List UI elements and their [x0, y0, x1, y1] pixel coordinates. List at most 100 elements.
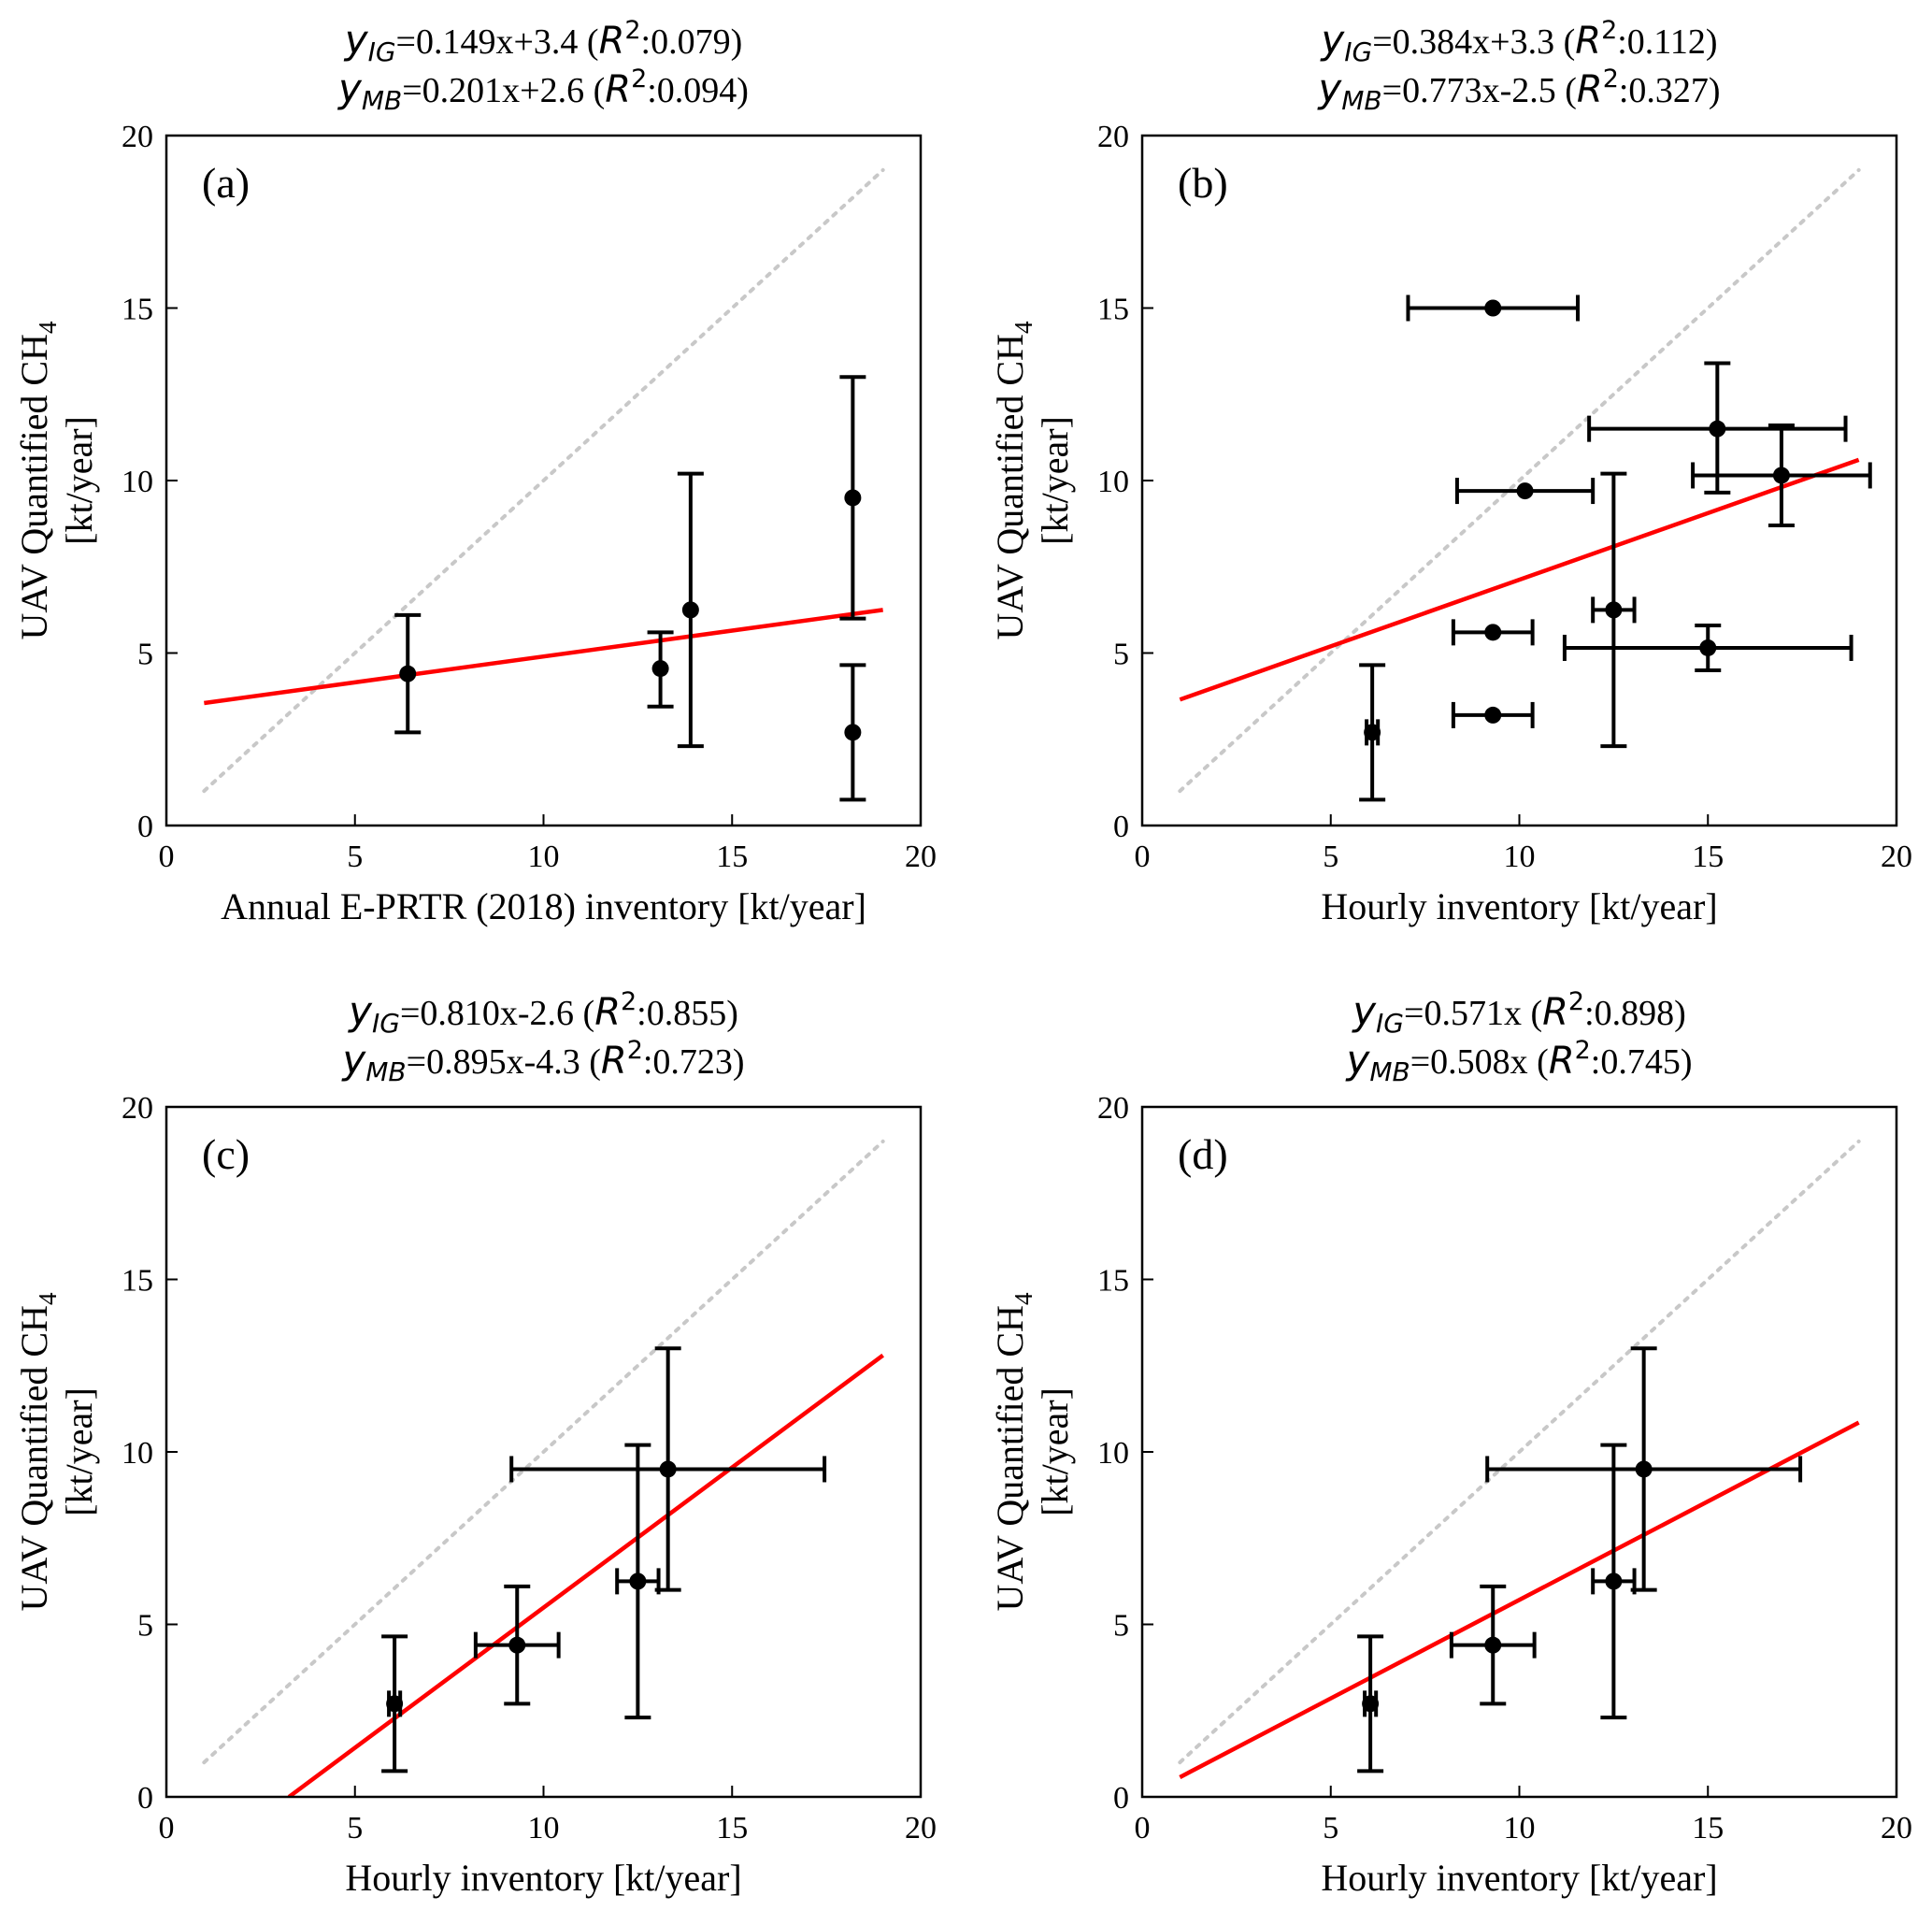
- y-axis-label: UAV Quantified CH4: [13, 1292, 62, 1611]
- y-axis-unit: [kt/year]: [58, 1387, 100, 1516]
- y-axis-label: UAV Quantified CH4: [989, 1292, 1038, 1611]
- data-point: [1699, 639, 1717, 656]
- chart-panel-d: 0 5 10 15 20 0 5 10 15 20 (d) Hourly inventory [kt/…: [989, 987, 1912, 1899]
- identity-line: [202, 167, 885, 794]
- x-tick-label: 0: [1135, 840, 1151, 874]
- data-point: [399, 665, 417, 682]
- y-tick-label: 0: [137, 1781, 153, 1816]
- data-point-group: [1587, 361, 1848, 495]
- data-point-group: [1451, 619, 1535, 646]
- equation-text: =0.773x-2.5 (: [1382, 71, 1577, 110]
- y-tick-label: 10: [1097, 1436, 1129, 1471]
- data-point-group: [1359, 663, 1386, 802]
- fit-line: [1179, 1420, 1860, 1779]
- equation-r2-value: :0.723): [643, 1042, 745, 1082]
- y-tick-label: 0: [137, 810, 153, 844]
- equation-superscript: 2: [627, 1036, 643, 1065]
- data-point: [1362, 1695, 1380, 1713]
- fit-line: [287, 1353, 884, 1797]
- equation-y: y: [1351, 988, 1377, 1034]
- equation-superscript: 2: [1568, 987, 1584, 1016]
- data-point: [1635, 1460, 1653, 1478]
- equation-text: =0.895x-4.3 (: [407, 1042, 601, 1082]
- y-axis-label: UAV Quantified CH4: [989, 321, 1038, 639]
- data-point: [1605, 601, 1623, 619]
- regression-equation: yMB=0.508x (R2:0.745): [1344, 1036, 1692, 1087]
- x-tick-label: 20: [905, 1811, 937, 1845]
- data-point-group: [839, 375, 866, 621]
- y-tick-label: 10: [122, 1436, 153, 1471]
- y-tick-label: 15: [1097, 1264, 1129, 1299]
- data-point-group: [677, 471, 704, 749]
- panel-label: (a): [202, 159, 250, 207]
- data-point: [629, 1573, 647, 1590]
- y-tick-label: 20: [1097, 1091, 1129, 1126]
- x-tick-label: 10: [528, 840, 560, 874]
- equation-text: =0.384x+3.3 (: [1372, 22, 1575, 62]
- equation-r2-value: :0.094): [647, 71, 749, 110]
- x-tick-label: 15: [716, 840, 748, 874]
- equation-subscript: MB: [365, 1056, 406, 1087]
- x-axis-label: Annual E-PRTR (2018) inventory [kt/year]: [221, 885, 866, 927]
- equation-text: =0.810x-2.6 (: [400, 994, 594, 1033]
- y-axis-label-subscript: 4: [1009, 321, 1038, 334]
- y-tick-label: 15: [122, 293, 153, 327]
- x-tick-label: 5: [1323, 840, 1338, 874]
- y-tick-label: 5: [1113, 638, 1129, 672]
- y-axis-label-main: UAV Quantified CH: [13, 334, 55, 639]
- y-tick-label: 5: [137, 1609, 153, 1644]
- regression-equation: yIG=0.384x+3.3 (R2:0.112): [1319, 16, 1717, 67]
- data-point-group: [1454, 478, 1596, 505]
- y-tick-label: 5: [137, 638, 153, 672]
- panel-label: (c): [202, 1130, 250, 1178]
- regression-equation: yMB=0.895x-4.3 (R2:0.723): [340, 1036, 744, 1087]
- identity-line: [1178, 167, 1861, 794]
- equation-r2-value: :0.079): [641, 22, 743, 62]
- equation-subscript: IG: [372, 1008, 400, 1039]
- chart-panel-c: 0 5 10 15 20 0 5 10 15 20 (c) Hourly inventory [kt/…: [13, 987, 937, 1899]
- x-tick-label: 20: [1881, 840, 1912, 874]
- x-tick-label: 15: [716, 1811, 748, 1845]
- equation-subscript: IG: [1344, 36, 1372, 67]
- equation-y: y: [1344, 1037, 1370, 1083]
- y-tick-label: 20: [122, 120, 153, 154]
- equation-r2-value: :0.898): [1584, 994, 1686, 1033]
- equation-r2-value: :0.745): [1591, 1042, 1693, 1082]
- data-point-group: [1357, 1634, 1384, 1774]
- equation-r: R: [1549, 1040, 1575, 1083]
- x-axis-label: Hourly inventory [kt/year]: [1321, 1857, 1717, 1899]
- equation-subscript: IG: [368, 36, 396, 67]
- data-point: [1484, 1636, 1502, 1654]
- y-axis-unit: [kt/year]: [1034, 1387, 1076, 1516]
- data-point-group: [1406, 294, 1581, 322]
- identity-line: [1178, 1139, 1861, 1765]
- equation-superscript: 2: [621, 987, 637, 1016]
- equation-text: =0.201x+2.6 (: [402, 71, 605, 110]
- equation-text: =0.508x (: [1410, 1042, 1549, 1082]
- y-tick-label: 5: [1113, 1609, 1129, 1644]
- y-tick-label: 10: [1097, 465, 1129, 499]
- regression-equation: yMB=0.773x-2.5 (R2:0.327): [1316, 65, 1720, 116]
- data-point-group: [839, 663, 866, 802]
- equation-text: =0.149x+3.4 (: [396, 22, 599, 62]
- equation-superscript: 2: [1603, 65, 1619, 93]
- data-point: [1484, 706, 1502, 724]
- y-tick-label: 15: [122, 1264, 153, 1299]
- equation-y: y: [1319, 17, 1345, 63]
- y-axis-unit: [kt/year]: [58, 416, 100, 545]
- y-axis-label-subscript: 4: [34, 321, 62, 334]
- equation-r2-value: :0.327): [1619, 71, 1721, 110]
- data-point: [1772, 467, 1790, 484]
- x-tick-label: 10: [528, 1811, 560, 1845]
- y-tick-label: 20: [122, 1091, 153, 1126]
- equation-r: R: [605, 68, 631, 111]
- data-point: [1364, 724, 1381, 741]
- y-axis-label-main: UAV Quantified CH: [989, 1305, 1031, 1611]
- x-tick-label: 0: [159, 840, 175, 874]
- regression-equation: yIG=0.571x (R2:0.898): [1351, 987, 1686, 1039]
- y-tick-label: 15: [1097, 293, 1129, 327]
- data-point: [844, 724, 862, 741]
- y-axis-label: UAV Quantified CH4: [13, 321, 62, 639]
- x-tick-label: 20: [905, 840, 937, 874]
